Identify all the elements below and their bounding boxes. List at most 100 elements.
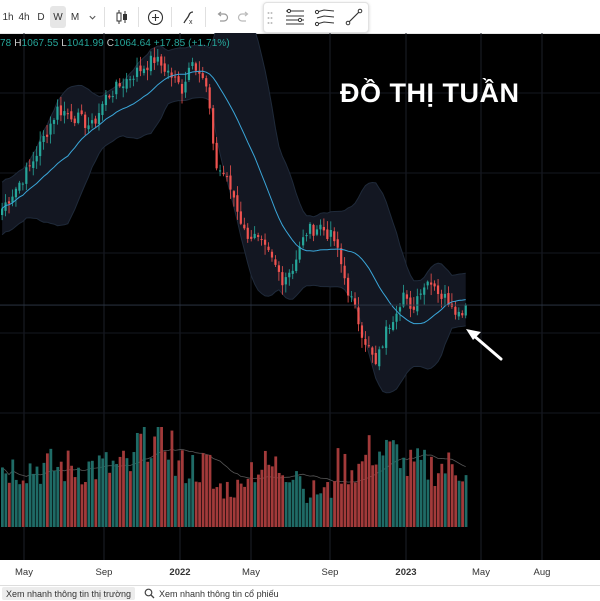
undo-button[interactable]: [212, 6, 232, 28]
trend-line-tool[interactable]: [341, 6, 367, 28]
volume-bar: [443, 473, 447, 527]
volume-bar: [215, 487, 219, 527]
volume-bar: [440, 463, 444, 527]
candle: [302, 229, 305, 249]
add-indicator-button[interactable]: [144, 6, 166, 28]
candle: [270, 249, 274, 262]
candle: [315, 225, 319, 237]
volume-bar: [447, 452, 451, 527]
x-axis-label: 2023: [395, 567, 417, 578]
candle: [371, 346, 374, 363]
candle: [343, 257, 346, 285]
candle: [201, 66, 204, 80]
candle: [388, 324, 391, 334]
candle: [180, 79, 184, 104]
volume-bar: [59, 461, 63, 527]
candle: [461, 310, 464, 318]
x-axis-label: 2022: [169, 567, 191, 578]
volume-bar: [4, 473, 8, 527]
candle: [329, 221, 332, 247]
candle: [322, 218, 325, 236]
interval-dropdown-button[interactable]: [85, 6, 99, 28]
ohlc-low-label: L: [61, 38, 67, 49]
interval-m-button[interactable]: M: [67, 6, 83, 28]
volume-bar: [42, 462, 46, 527]
volume-bar: [298, 476, 302, 527]
candle: [263, 233, 267, 255]
candle: [267, 242, 270, 253]
ohlc-close-value: 1064.64: [114, 38, 151, 49]
candle: [45, 124, 49, 144]
volume-bar: [239, 483, 243, 527]
market-info-label: Xem nhanh thông tin thị trường: [5, 588, 131, 599]
volume-bar: [208, 454, 212, 527]
price-chart[interactable]: [0, 33, 600, 560]
volume-bar: [94, 479, 98, 527]
candle: [436, 279, 440, 303]
volume-bar: [353, 482, 357, 527]
annotation-arrow: [466, 329, 503, 361]
volume-bar: [343, 453, 347, 527]
horizontal-lines-tool[interactable]: [282, 6, 308, 28]
candle: [191, 57, 194, 70]
interval-4h-button[interactable]: 4h: [15, 6, 33, 28]
interval-w-button[interactable]: W: [50, 6, 66, 28]
candle: [257, 232, 260, 242]
volume-bar: [49, 448, 53, 527]
interval-1h-button[interactable]: 1h: [0, 6, 16, 28]
volume-bar: [146, 461, 150, 527]
volume-bar: [84, 482, 87, 527]
volume-bar: [461, 481, 464, 527]
candle: [222, 165, 225, 177]
candle: [35, 146, 38, 169]
volume-bar: [263, 450, 267, 527]
candle: [218, 164, 222, 177]
candle: [212, 104, 215, 151]
x-axis-label: May: [472, 567, 490, 578]
indicators-icon: x: [182, 10, 193, 26]
volume-bar: [14, 479, 18, 527]
indicators-button[interactable]: x: [177, 6, 199, 28]
volume-bar: [232, 497, 236, 527]
candle: [443, 284, 447, 306]
candle: [250, 230, 253, 242]
candle: [174, 70, 177, 83]
volume-bar: [125, 458, 129, 527]
candle: [253, 226, 256, 240]
drag-handle[interactable]: [265, 7, 275, 29]
bollinger-lower-band: [1, 97, 466, 394]
volume-bar: [267, 464, 271, 527]
redo-button[interactable]: [234, 6, 254, 28]
candle: [464, 303, 467, 319]
volume-bar: [360, 461, 364, 527]
candle: [381, 345, 384, 349]
candle: [90, 113, 94, 129]
volume-bar: [416, 448, 419, 527]
candle: [97, 103, 101, 131]
candle: [156, 49, 159, 66]
candle: [281, 266, 284, 295]
volume-bar: [398, 468, 402, 527]
undo-icon: [217, 11, 229, 22]
interval-d-button[interactable]: D: [33, 6, 49, 28]
market-info-button[interactable]: Xem nhanh thông tin thị trường: [2, 587, 135, 600]
candle: [319, 219, 322, 236]
volume-bar: [378, 451, 381, 527]
candle: [1, 202, 4, 221]
bollinger-band-area: [2, 33, 466, 393]
volume-bar: [277, 472, 281, 527]
bollinger-upper-band: [1, 33, 466, 282]
multi-line-tool[interactable]: [312, 6, 338, 28]
volume-bar: [367, 435, 371, 527]
candle: [49, 116, 52, 144]
chart-type-button[interactable]: [111, 6, 133, 28]
candle: [423, 283, 426, 305]
candle: [11, 189, 14, 207]
candle: [215, 137, 218, 171]
candle: [277, 261, 280, 281]
volume-bar: [218, 483, 222, 527]
time-axis[interactable]: May Sep 2022 May Sep 2023 May Aug: [0, 560, 600, 585]
candle: [340, 243, 343, 273]
stock-info-button[interactable]: Xem nhanh thông tin cổ phiếu: [144, 587, 314, 600]
volume-bar: [260, 469, 264, 527]
